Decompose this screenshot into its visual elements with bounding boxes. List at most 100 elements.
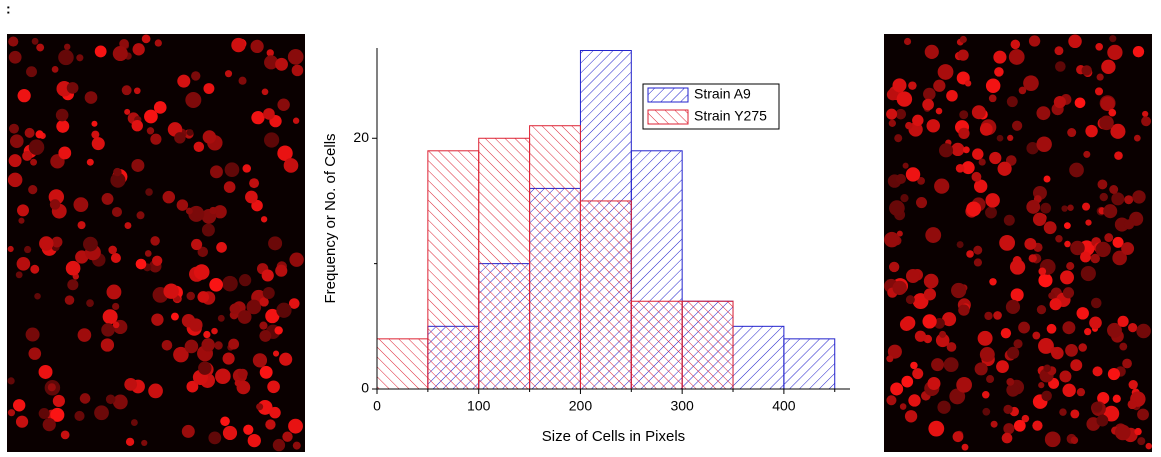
cell bbox=[141, 34, 151, 44]
bar bbox=[376, 338, 429, 390]
cell bbox=[892, 280, 907, 296]
cell bbox=[1006, 377, 1015, 386]
cell bbox=[946, 89, 958, 102]
cell bbox=[216, 242, 227, 253]
cell bbox=[208, 431, 222, 445]
y-axis-label: Frequency or No. of Cells bbox=[322, 133, 339, 303]
cell bbox=[982, 391, 990, 399]
cell bbox=[902, 162, 909, 169]
cell bbox=[1070, 240, 1085, 256]
cell bbox=[1092, 366, 1103, 377]
cell bbox=[259, 321, 268, 330]
cell bbox=[153, 101, 167, 114]
cell bbox=[268, 236, 283, 251]
y-tick-label: 0 bbox=[361, 380, 369, 396]
cell bbox=[1096, 414, 1109, 427]
cell bbox=[1044, 431, 1061, 448]
cell bbox=[927, 377, 941, 391]
cell bbox=[185, 91, 202, 108]
cell bbox=[1145, 442, 1152, 450]
cell bbox=[952, 431, 964, 443]
legend-swatch bbox=[647, 109, 689, 125]
cell bbox=[1112, 394, 1121, 403]
cell bbox=[1114, 424, 1131, 441]
cell bbox=[210, 165, 223, 179]
cell bbox=[1046, 323, 1057, 334]
cell bbox=[101, 192, 114, 205]
cell bbox=[28, 139, 45, 155]
cell bbox=[269, 406, 281, 419]
cell bbox=[1112, 250, 1127, 266]
cell bbox=[112, 394, 128, 410]
cell bbox=[943, 357, 959, 373]
cell bbox=[1109, 35, 1117, 43]
cell bbox=[73, 197, 89, 213]
cell bbox=[131, 119, 143, 132]
cell bbox=[961, 161, 975, 175]
cell bbox=[1032, 331, 1041, 340]
cell bbox=[144, 109, 158, 124]
cell bbox=[1003, 214, 1015, 226]
cell bbox=[170, 312, 179, 321]
cell bbox=[1107, 322, 1122, 338]
cell bbox=[895, 108, 907, 120]
cell bbox=[30, 264, 40, 274]
cell bbox=[994, 67, 1004, 77]
cell bbox=[986, 375, 995, 384]
cell bbox=[74, 410, 85, 422]
cell bbox=[1101, 59, 1116, 75]
cell bbox=[56, 119, 70, 133]
cell bbox=[174, 132, 186, 144]
cell bbox=[1024, 237, 1037, 250]
cell bbox=[993, 50, 1007, 64]
cell bbox=[888, 119, 896, 127]
cell bbox=[9, 134, 24, 149]
cell bbox=[956, 376, 972, 393]
cell bbox=[38, 364, 53, 379]
cell bbox=[77, 221, 86, 230]
cell bbox=[1080, 251, 1091, 263]
cell bbox=[145, 188, 153, 196]
cell bbox=[1043, 221, 1057, 235]
cell bbox=[982, 407, 991, 416]
cell bbox=[144, 250, 152, 257]
cell bbox=[7, 172, 23, 188]
cell bbox=[896, 230, 903, 237]
cell bbox=[951, 282, 967, 299]
cell bbox=[8, 154, 22, 168]
micrograph-right bbox=[884, 34, 1152, 452]
cell bbox=[972, 148, 984, 160]
cell bbox=[124, 108, 131, 115]
cell bbox=[934, 317, 945, 329]
cell bbox=[942, 312, 957, 327]
cell bbox=[925, 227, 942, 243]
cell bbox=[1010, 39, 1021, 50]
cell bbox=[257, 399, 273, 415]
cell bbox=[923, 87, 936, 101]
cell bbox=[42, 418, 56, 432]
cell bbox=[938, 143, 954, 158]
cell bbox=[191, 238, 203, 251]
cell bbox=[173, 346, 189, 363]
cell bbox=[65, 260, 81, 276]
cell bbox=[1109, 185, 1119, 194]
cell bbox=[1080, 265, 1096, 282]
cell bbox=[1085, 124, 1098, 138]
cell bbox=[292, 117, 300, 124]
cell bbox=[1076, 387, 1086, 397]
cell bbox=[1032, 212, 1047, 226]
cell bbox=[1013, 419, 1026, 432]
cell bbox=[1122, 358, 1132, 369]
cell bbox=[102, 309, 118, 325]
cell bbox=[901, 375, 914, 388]
cell bbox=[124, 378, 138, 391]
cell bbox=[1061, 205, 1068, 212]
cell bbox=[1066, 262, 1075, 271]
cell bbox=[903, 37, 912, 46]
cell bbox=[288, 418, 303, 434]
cell bbox=[251, 111, 265, 125]
cell bbox=[288, 298, 300, 309]
cell bbox=[951, 142, 965, 157]
cell bbox=[890, 382, 904, 396]
